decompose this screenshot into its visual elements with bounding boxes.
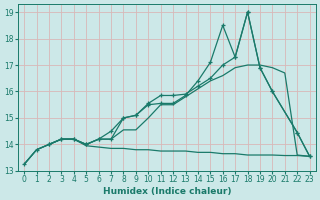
X-axis label: Humidex (Indice chaleur): Humidex (Indice chaleur) [103, 187, 231, 196]
